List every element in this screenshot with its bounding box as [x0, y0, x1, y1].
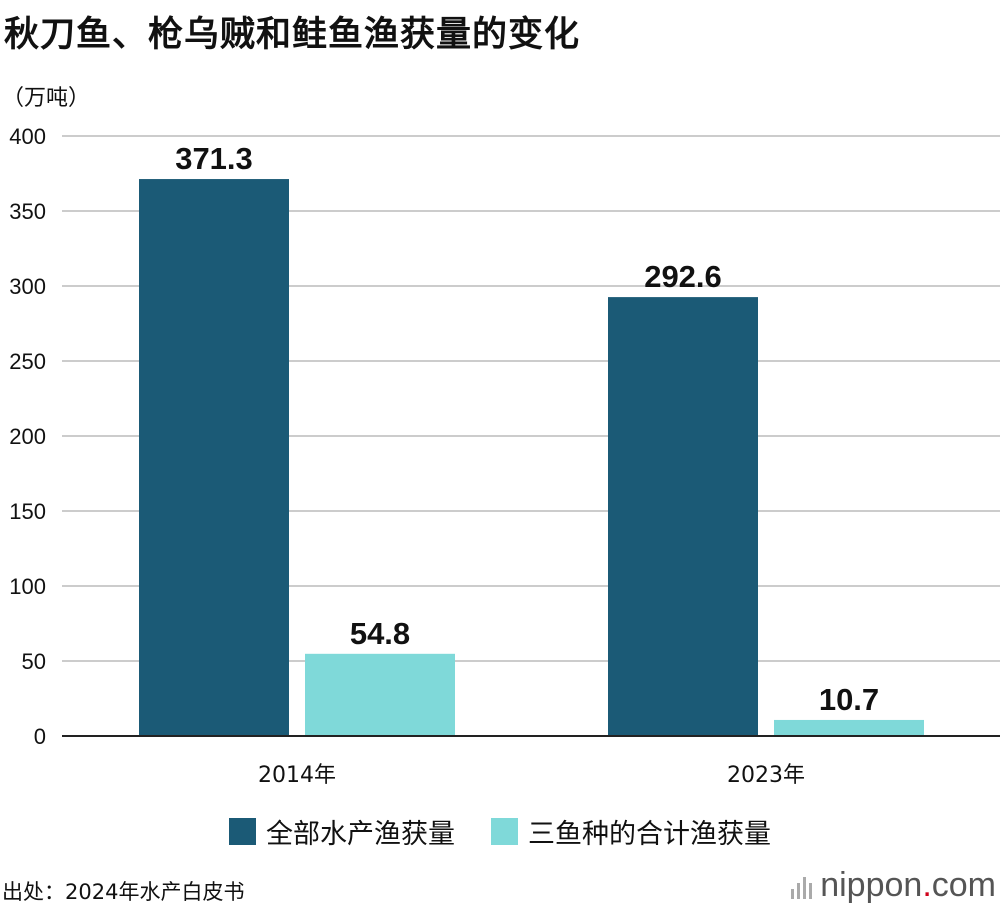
bar [139, 179, 289, 737]
y-tick-label: 300 [9, 274, 46, 299]
legend-swatch-series-1 [229, 818, 256, 845]
bar-chart: 0 50 100 150 200 250 300 350 400 371.3 54.8 2014年 29… [9, 124, 1000, 788]
legend-label-series-2: 三鱼种的合计渔获量 [528, 819, 771, 850]
y-axis-unit-label: （万吨） [2, 86, 91, 111]
legend-item-series-2: 三鱼种的合计渔获量 [491, 812, 771, 851]
x-tick-label: 2023年 [727, 763, 805, 788]
y-tick-label: 100 [9, 574, 46, 599]
x-tick-label: 2014年 [258, 763, 336, 788]
data-label: 371.3 [175, 141, 253, 176]
y-tick-label: 150 [9, 499, 46, 524]
brand-logo[interactable]: nippon. com [791, 866, 996, 905]
y-tick-label: 350 [9, 199, 46, 224]
brand-bars-icon [791, 873, 813, 899]
chart-title: 秋刀鱼、枪乌贼和鲑鱼渔获量的变化 [4, 15, 581, 55]
legend: 全部水产渔获量 三鱼种的合计渔获量 [0, 812, 1000, 851]
y-tick-label: 0 [34, 724, 46, 749]
data-label: 292.6 [644, 259, 722, 294]
y-tick-label: 400 [9, 124, 46, 149]
source-note: 出处：2024年水产白皮书 [2, 880, 245, 904]
brand-dot: . [922, 866, 932, 904]
brand-name: nippon [820, 866, 923, 904]
legend-item-series-1: 全部水产渔获量 [229, 812, 455, 851]
brand-tld: com [931, 866, 996, 904]
legend-swatch-series-2 [491, 818, 518, 845]
legend-label-series-1: 全部水产渔获量 [266, 819, 455, 850]
bar [774, 719, 924, 736]
data-label: 54.8 [350, 616, 410, 651]
y-tick-label: 50 [22, 649, 46, 674]
bar [608, 297, 758, 736]
data-label: 10.7 [819, 682, 879, 717]
y-tick-label: 250 [9, 349, 46, 374]
bar [305, 653, 455, 736]
y-tick-label: 200 [9, 424, 46, 449]
